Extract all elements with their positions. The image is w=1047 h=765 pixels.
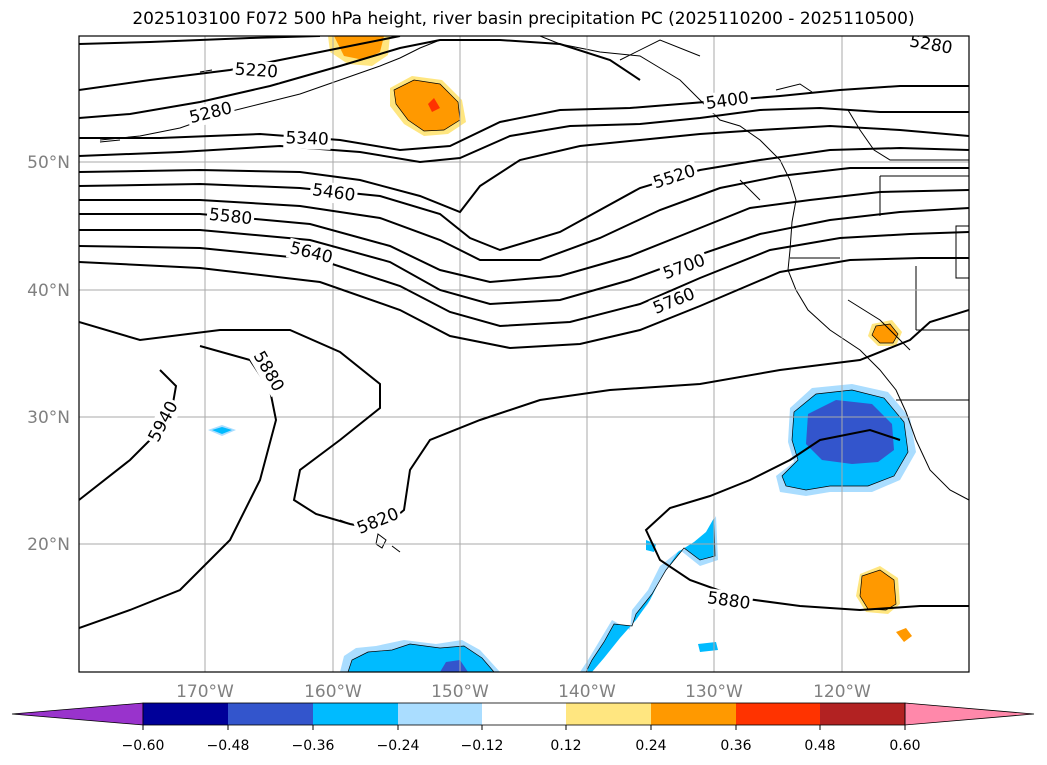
colorbar-segment [651, 703, 736, 725]
contour-label-bg [232, 59, 281, 83]
precip-positive-gulf-alaska-peak [428, 98, 440, 112]
colorbar-segment [313, 703, 398, 725]
colorbar-ticks [142, 725, 906, 730]
colorbar-segment [482, 703, 566, 725]
contour-label: 5220 [234, 60, 279, 83]
contour-label-bg [702, 87, 753, 115]
precip-negative-tropical-band [586, 518, 715, 672]
colorbar-tick-label: −0.48 [207, 738, 250, 754]
lon-label: 170°W [176, 682, 234, 702]
colorbar-tick-label: −0.12 [461, 738, 504, 754]
precip-negative-baja-core [806, 400, 894, 464]
contour-label: 5580 [208, 205, 253, 229]
precip-negative-spot-south [698, 642, 718, 652]
map-frame [78, 35, 970, 673]
lon-label: 160°W [304, 682, 362, 702]
contour-label-bg [205, 204, 256, 230]
colorbar-segment [820, 703, 905, 725]
colorbar-extend-left [11, 702, 144, 726]
contour-5160 [79, 36, 321, 45]
contour-5640 [79, 167, 969, 261]
colorbar-tick-label: −0.24 [377, 738, 420, 754]
contour-5520 [79, 124, 969, 214]
colorbar-segment [566, 703, 651, 725]
contour-label: 5340 [285, 128, 329, 149]
contour-label-bg [285, 237, 337, 269]
colorbar-extend-right [904, 702, 1035, 726]
colorbar-frame [142, 702, 906, 726]
lon-label: 150°W [431, 682, 489, 702]
contour-label-bg [247, 346, 289, 397]
lon-label: 140°W [558, 682, 616, 702]
precip-positive-california-core [872, 324, 898, 343]
lat-label: 30°N [27, 408, 70, 428]
precip-positive-gulf-alaska-core [394, 80, 460, 131]
colorbar-segment [736, 703, 820, 725]
contour-5760b [79, 257, 969, 350]
coastlines [99, 36, 969, 553]
colorbar-tick-label: 0.36 [720, 738, 751, 754]
colorbar-tick-label: −0.60 [122, 738, 165, 754]
precip-positive-mexico-small [896, 628, 912, 642]
colorbar-segment [228, 703, 313, 725]
contour-label-bg [648, 283, 700, 320]
lat-label: 20°N [27, 535, 70, 555]
map-area: 5220 5280 5340 5400 5460 5520 5580 5640 … [79, 31, 969, 672]
colorbar-segment [143, 703, 228, 725]
contour-label-bg [658, 249, 710, 285]
contour-label-bg [905, 36, 956, 60]
colorbar-tick-label: 0.12 [550, 738, 581, 754]
contour-5640b [79, 189, 969, 284]
colorbar-tick-label: 0.24 [635, 738, 666, 754]
precip-positive-mexico-core [860, 570, 896, 610]
map-title: 2025103100 F072 500 hPa height, river ba… [132, 9, 915, 29]
lon-label: 120°W [813, 682, 871, 702]
contour-label-bg [185, 97, 237, 129]
colorbar-tick-label: 0.48 [804, 738, 835, 754]
contour-label-bg [308, 179, 359, 207]
precip-negative-central-south-core [440, 660, 468, 672]
precip-negative-small-spot [646, 540, 656, 552]
contour-label-bg [648, 160, 701, 195]
colorbar: −0.60 −0.48 −0.36 −0.24 −0.12 0.12 0.24 … [11, 702, 1035, 754]
contour-label: 5280 [908, 31, 954, 58]
colorbar-tick-label: 0.60 [889, 738, 920, 754]
latitude-labels: 50°N 40°N 30°N 20°N [27, 153, 70, 555]
lat-label: 50°N [27, 153, 70, 173]
colorbar-segment [398, 703, 482, 725]
precip-negative-west [212, 427, 232, 434]
contour-label-bg [143, 396, 184, 448]
contour-label-bg [703, 587, 754, 615]
contour-labels: 5220 5280 5340 5400 5460 5520 5580 5640 … [143, 31, 956, 615]
longitude-labels: 170°W 160°W 150°W 140°W 130°W 120°W [176, 682, 871, 702]
lon-label: 130°W [685, 682, 743, 702]
lat-label: 40°N [27, 281, 70, 301]
contour-5700 [79, 207, 969, 306]
contour-label-bg [283, 128, 332, 150]
colorbar-tick-label: −0.36 [292, 738, 335, 754]
contour-5280 [79, 39, 641, 119]
contour-5880-east [644, 428, 969, 612]
contour-label-bg [352, 503, 404, 540]
